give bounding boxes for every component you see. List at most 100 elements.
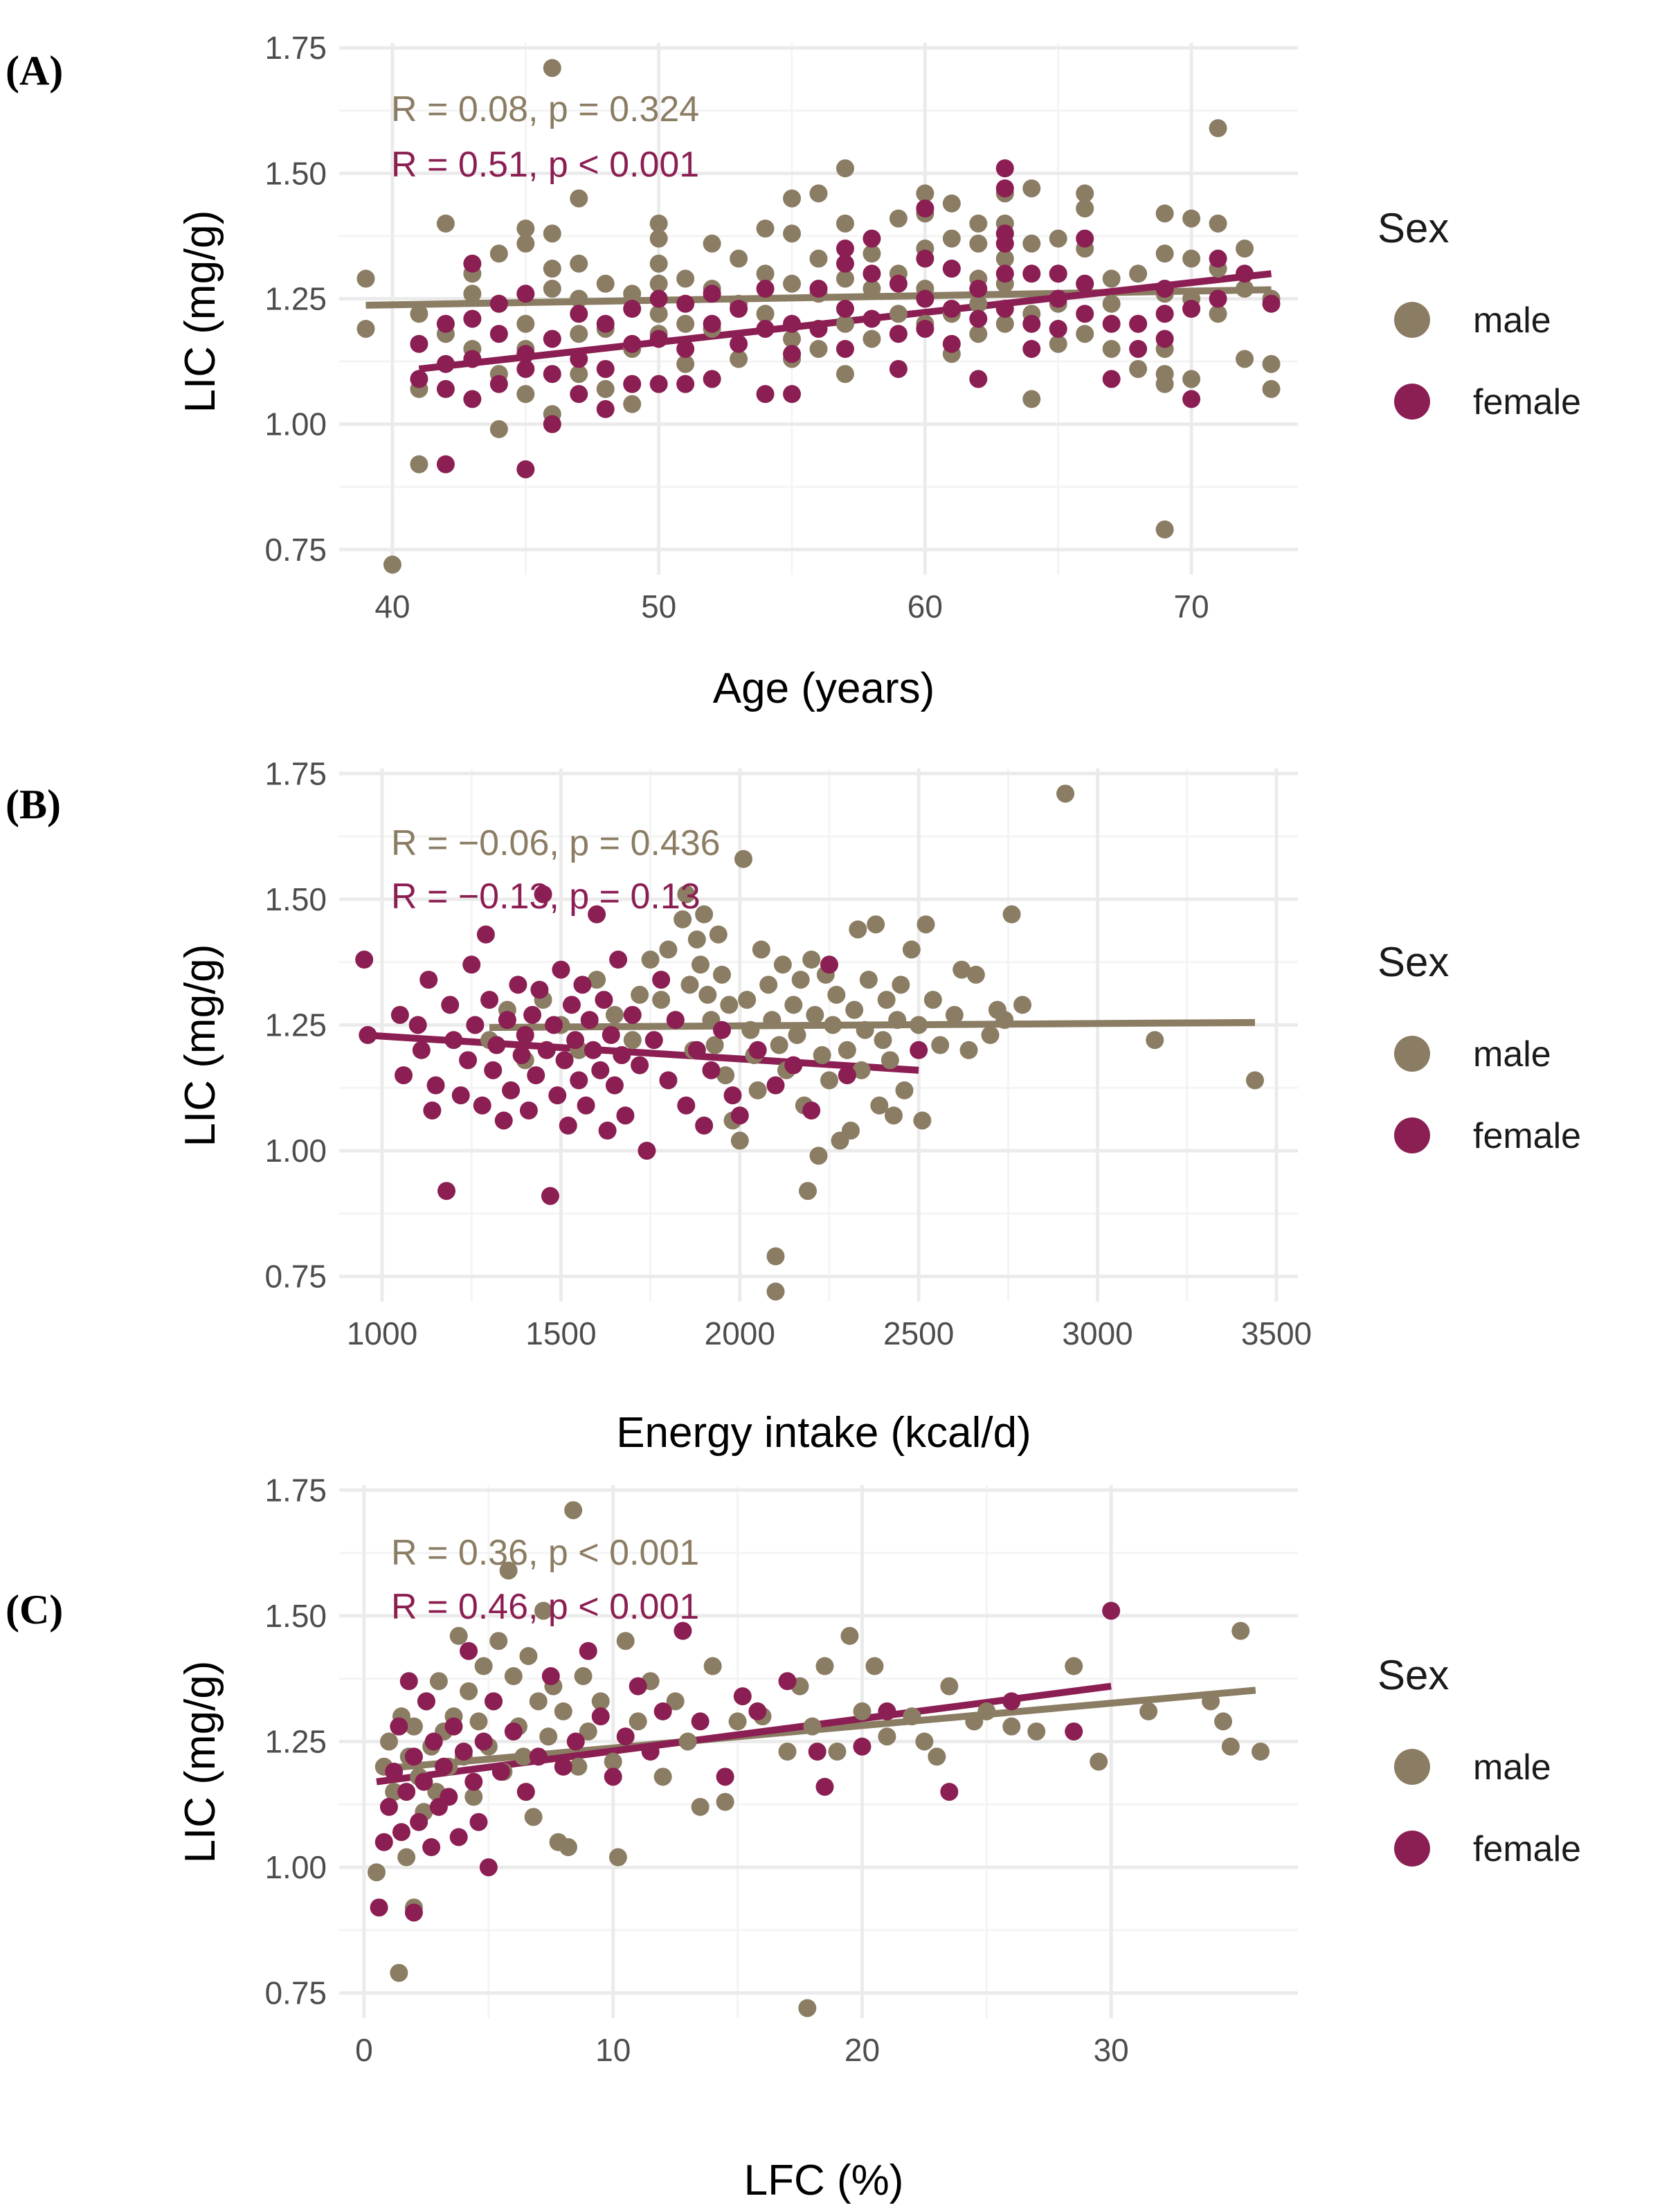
female-point [523,1005,542,1024]
female-point [703,370,721,388]
female-point [509,975,527,994]
female-point [889,359,907,378]
female-point [616,1727,635,1746]
female-point [392,1823,410,1842]
male-point [516,234,535,253]
panel-a: (A) 0.75 1.00 1.25 1.50 1.75 40 50 60 70 R = 0.… [6,30,1581,712]
female-point [1262,294,1281,313]
female-point [995,179,1014,198]
male-point [730,249,748,268]
male-point [596,379,615,398]
female-point [527,1066,545,1085]
male-point [1262,354,1281,373]
male-point [385,1783,404,1801]
male-point [995,1011,1014,1029]
male-point [842,1122,860,1140]
male-point [469,1712,488,1731]
female-point [969,309,988,328]
female-point [422,1838,441,1857]
male-point [649,214,668,233]
male-point [756,219,775,238]
x-tick-labels: 40 50 60 70 [374,588,1209,624]
female-point [862,309,881,328]
male-point [499,1561,518,1580]
male-point [367,1863,386,1882]
data-points [367,1501,1270,2017]
female-point [379,1797,398,1816]
female-point [1022,314,1041,333]
female-point [596,314,615,333]
y-tick-label: 1.25 [264,1723,327,1759]
male-point [835,214,854,233]
male-point [835,365,854,384]
male-point [570,365,588,384]
female-point [502,1081,521,1099]
female-point [440,1788,458,1806]
female-point [916,249,934,268]
female-point [916,199,934,218]
female-point [530,980,549,999]
y-axis-title: LIC (mg/g) [177,210,224,413]
female-point [1022,264,1041,283]
female-point [1182,390,1201,408]
male-point [709,925,728,944]
legend-female-swatch [1394,384,1430,420]
male-point [1231,1621,1250,1640]
male-point [649,254,668,273]
female-point [613,1046,631,1065]
female-point [605,1076,624,1095]
male-point [1102,339,1121,358]
male-point [916,915,935,934]
female-point [623,300,642,318]
stat-female: R = 0.46, p < 0.001 [391,1587,699,1627]
female-point [703,285,721,303]
female-point [579,1642,597,1660]
male-point [449,1626,468,1645]
female-point [390,1717,408,1736]
female-point [441,996,460,1014]
male-point [752,940,770,959]
female-point [716,1768,734,1786]
male-point [770,1036,788,1054]
female-point [419,971,438,989]
male-point [802,951,821,969]
female-point [534,885,552,903]
female-point [835,254,854,273]
male-point [687,930,706,948]
x-tick-label: 50 [641,588,676,624]
female-point [463,309,482,328]
x-tick-label: 3000 [1062,1315,1132,1351]
female-point [623,334,642,353]
male-point [838,1041,856,1059]
male-point [806,1005,824,1024]
y-axis-title: LIC (mg/g) [177,1661,224,1864]
male-point [596,274,615,293]
y-tick-label: 1.00 [264,406,327,442]
male-point [874,1031,892,1050]
male-point [616,1632,635,1651]
y-tick-label: 1.50 [264,881,327,917]
female-point [595,991,613,1009]
female-point [385,1763,404,1781]
male-point [969,214,988,233]
female-point [674,1621,692,1640]
female-point [1049,319,1067,338]
legend: Sex male female [1378,1652,1581,1869]
female-point [916,289,934,308]
x-axis-title: LFC (%) [744,2157,904,2204]
male-point [543,59,561,78]
female-point [862,229,881,248]
male-point [889,209,907,228]
male-point [605,1005,624,1024]
female-point [995,264,1014,283]
male-point [1049,334,1067,353]
female-point [1155,330,1174,348]
female-point [609,951,628,969]
female-point [516,1026,534,1044]
female-point [459,1051,478,1070]
female-point [466,1016,485,1034]
male-point [1214,1712,1233,1731]
male-point [1155,520,1174,539]
male-point [1155,204,1174,223]
